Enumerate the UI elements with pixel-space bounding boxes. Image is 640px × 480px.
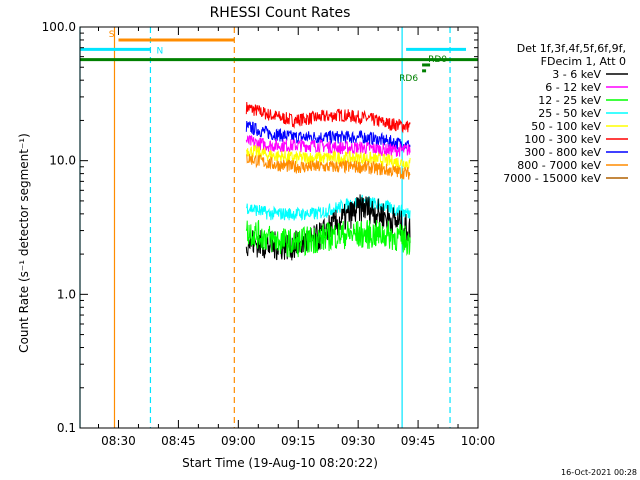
y-tick-label: 0.1 <box>57 421 76 435</box>
series-line-6-12keV <box>245 134 411 157</box>
y-tick-label: 10.0 <box>49 154 76 168</box>
legend-label: 7000 - 15000 keV <box>503 172 601 185</box>
state-bar-label: RD0 <box>428 55 447 65</box>
x-axis-label: Start Time (19-Aug-10 08:20:22) <box>182 456 378 470</box>
legend-label: 800 - 7000 keV <box>517 159 601 172</box>
y-axis-label: Count Rate (s⁻¹ detector segment⁻¹) <box>17 133 31 353</box>
legend-header: Det 1f,3f,4f,5f,6f,9f, <box>517 42 626 55</box>
state-bar-label: N <box>156 46 163 56</box>
legend-layer: Det 1f,3f,4f,5f,6f,9f,FDecim 1, Att 03 -… <box>503 42 628 185</box>
x-tick-label: 09:15 <box>281 434 316 448</box>
attenuator-bars-layer: S N RD0 RD6 <box>80 30 478 84</box>
x-tick-label: 09:30 <box>341 434 376 448</box>
state-bar-label: RD6 <box>399 74 418 84</box>
legend-label: 12 - 25 keV <box>538 94 601 107</box>
series-line-12-25keV <box>245 219 411 258</box>
y-tick-label: 1.0 <box>57 287 76 301</box>
y-tick-label: 100.0 <box>42 20 76 34</box>
legend-label: 50 - 100 keV <box>531 120 601 133</box>
legend-label: 3 - 6 keV <box>552 68 601 81</box>
legend-label: 300 - 800 keV <box>524 146 601 159</box>
legend-label: 100 - 300 keV <box>524 133 601 146</box>
axes-layer: 08:30 08:45 09:00 09:15 09:30 09:45 10:00 100.0… <box>42 20 496 448</box>
chart-title: RHESSI Count Rates <box>210 5 351 21</box>
x-tick-label: 08:45 <box>161 434 196 448</box>
legend-header: FDecim 1, Att 0 <box>541 55 626 68</box>
plot-frame <box>79 26 479 429</box>
x-tick-label: 09:45 <box>401 434 436 448</box>
x-tick-label: 09:00 <box>221 434 256 448</box>
series-line-300-800keV <box>245 120 411 152</box>
x-tick-label: 10:00 <box>461 434 496 448</box>
series-line-800-7000keV <box>245 154 411 180</box>
legend-label: 25 - 50 keV <box>538 107 601 120</box>
series-line-100-300keV <box>245 101 411 134</box>
legend-label: 6 - 12 keV <box>545 81 601 94</box>
timestamp: 16-Oct-2021 00:28 <box>561 468 637 477</box>
state-bar-label: S <box>109 30 115 40</box>
x-tick-label: 08:30 <box>101 434 136 448</box>
series-layer <box>245 101 411 261</box>
